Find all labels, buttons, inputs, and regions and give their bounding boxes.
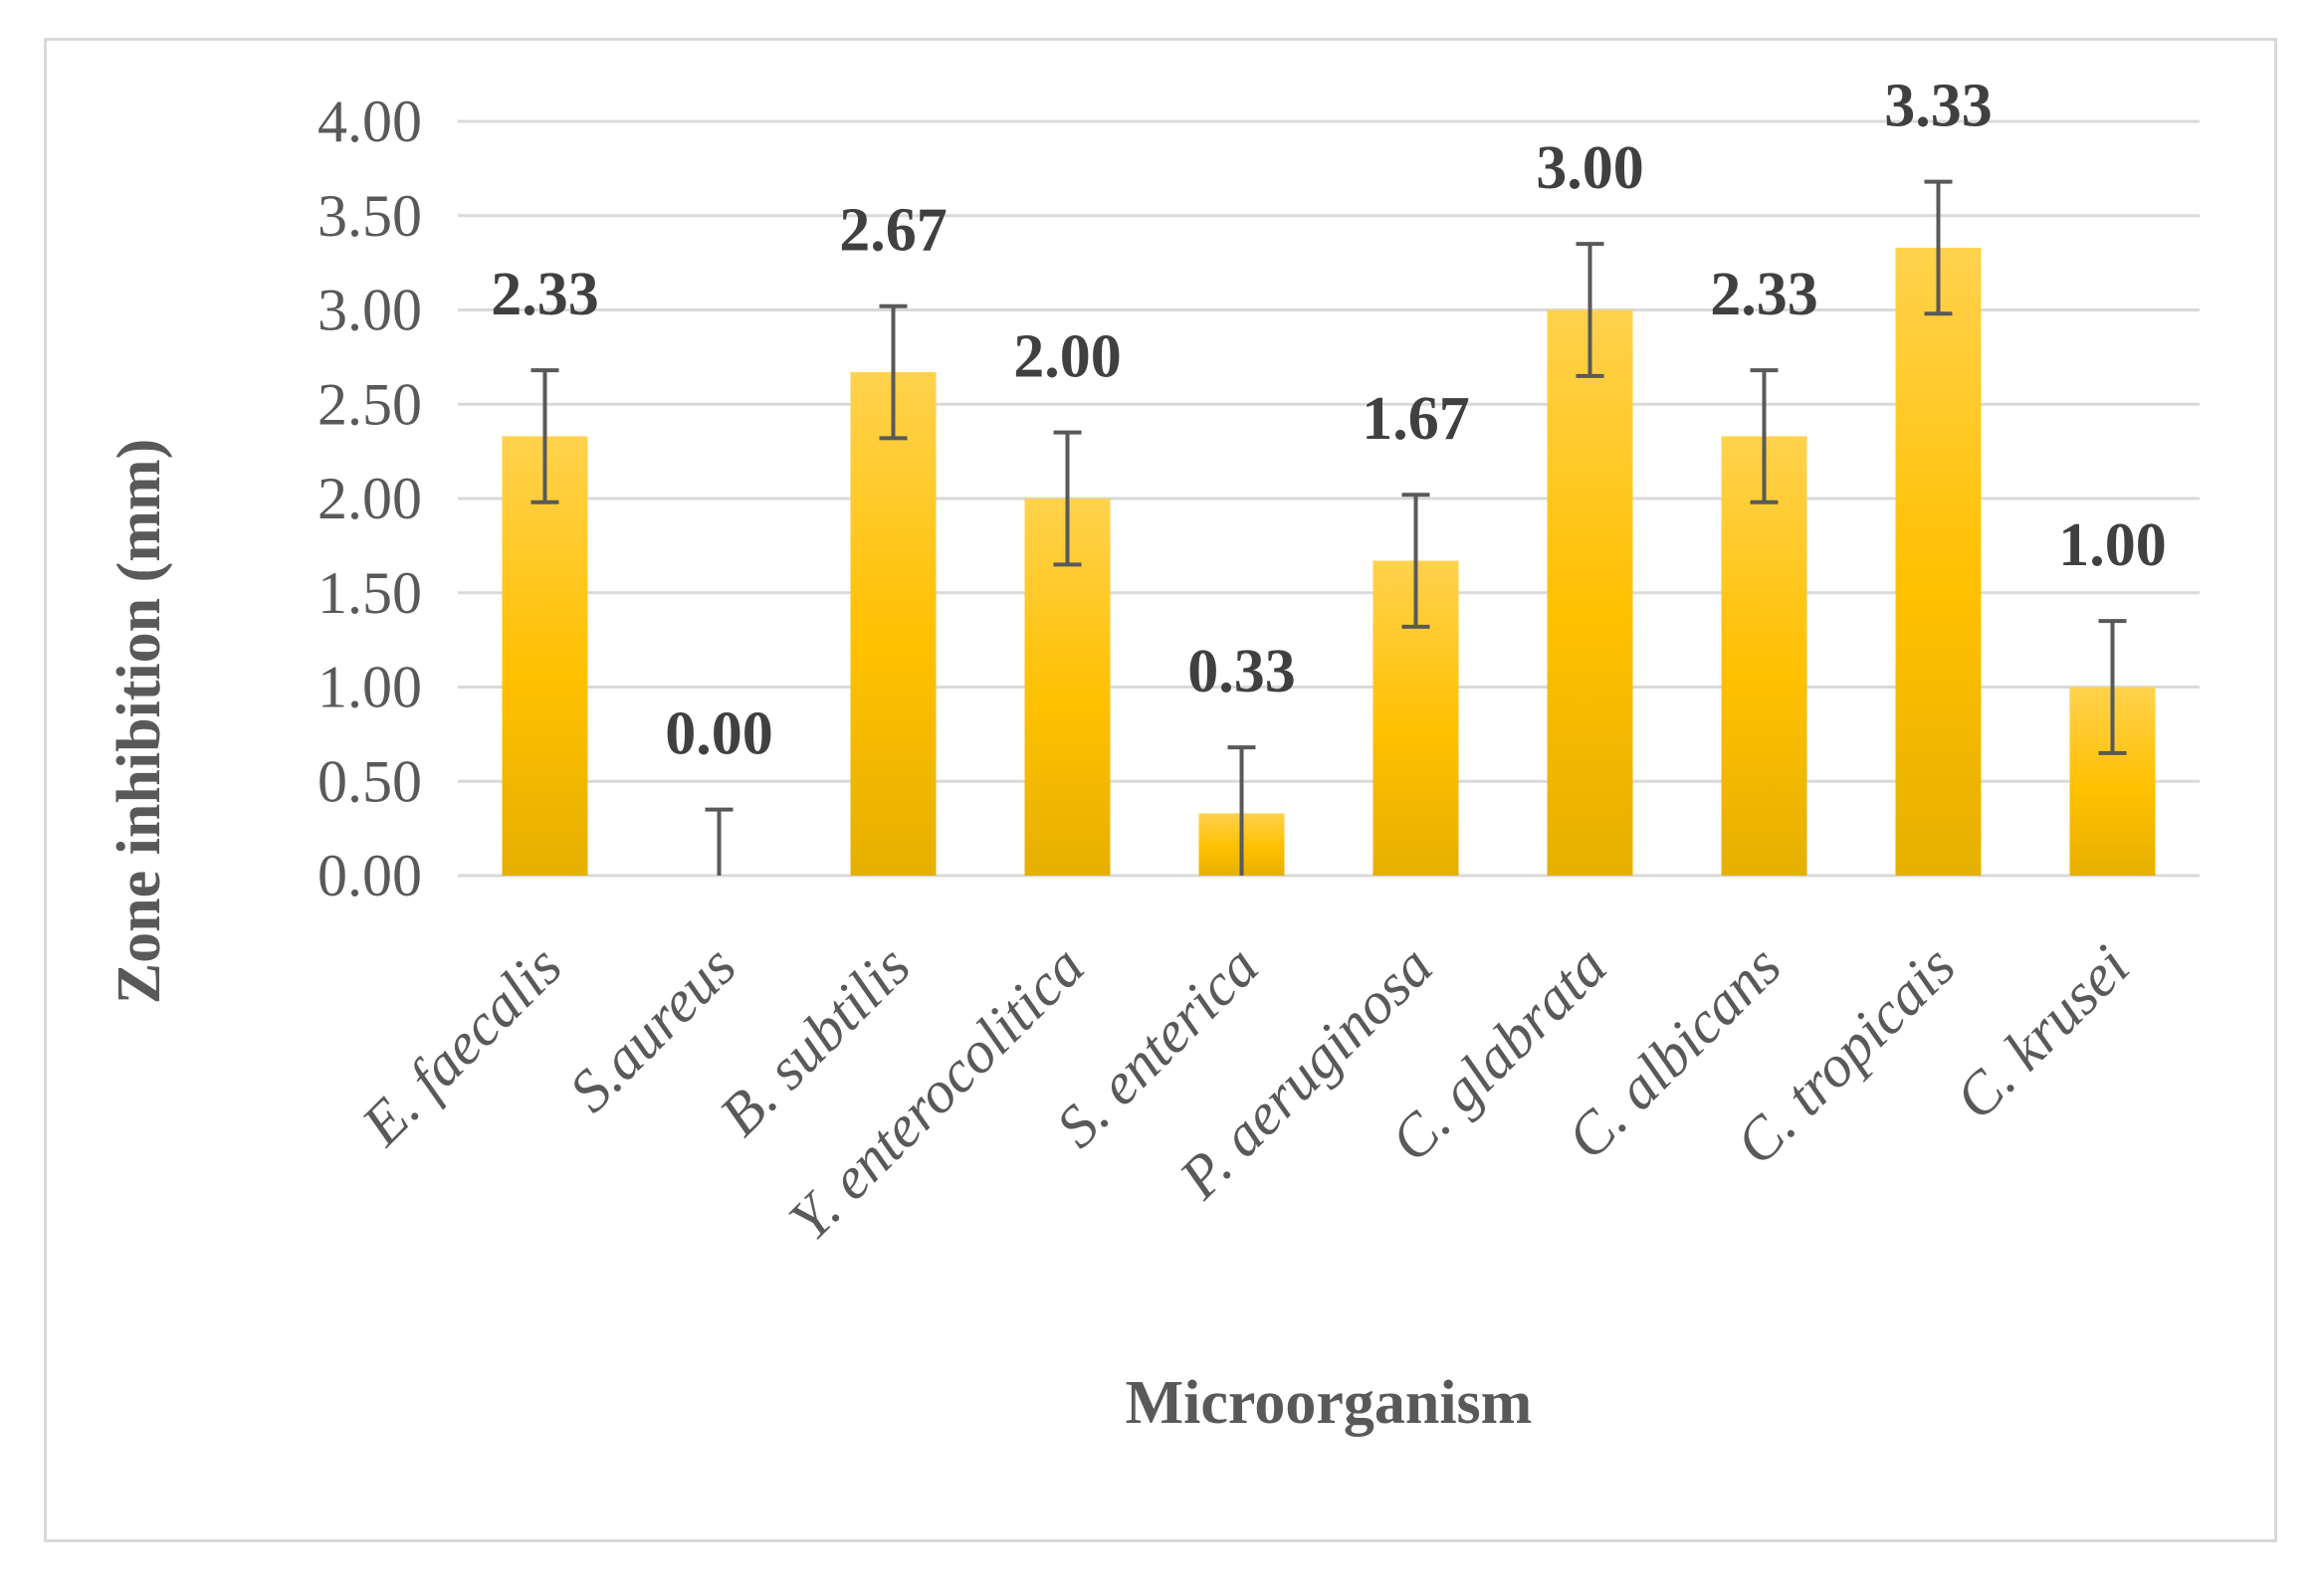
x-tick-label: Y. enterocolitica bbox=[776, 933, 1097, 1254]
error-bars bbox=[530, 179, 2127, 876]
data-label: 1.00 bbox=[2058, 511, 2167, 579]
data-label: 2.67 bbox=[839, 197, 948, 265]
error-bar bbox=[530, 368, 559, 504]
bars bbox=[502, 247, 2156, 877]
error-bar bbox=[1576, 242, 1604, 378]
data-label: 2.33 bbox=[1710, 261, 1818, 328]
data-label: 1.67 bbox=[1362, 385, 1470, 453]
data-label: 2.33 bbox=[491, 261, 599, 328]
y-tick-label: 0.50 bbox=[317, 748, 422, 814]
data-label: 3.33 bbox=[1884, 73, 1993, 140]
y-tick-label: 2.00 bbox=[317, 466, 422, 531]
bar bbox=[1895, 247, 1982, 877]
data-label: 3.00 bbox=[1536, 134, 1644, 202]
y-tick-label: 4.00 bbox=[317, 89, 422, 154]
y-tick-label: 0.00 bbox=[317, 843, 422, 908]
error-bar bbox=[1053, 430, 1082, 567]
y-tick-label: 3.00 bbox=[317, 278, 422, 343]
y-tick-label: 1.00 bbox=[317, 655, 422, 720]
x-tick-label: E. faecalis bbox=[348, 933, 573, 1158]
error-bar bbox=[1924, 179, 1953, 316]
x-tick-label: C. krusei bbox=[1943, 933, 2142, 1132]
data-label: 2.00 bbox=[1013, 323, 1122, 391]
error-bar bbox=[1750, 368, 1779, 504]
error-bar bbox=[2098, 619, 2127, 755]
error-bar bbox=[879, 303, 908, 441]
y-tick-label: 3.50 bbox=[317, 183, 422, 249]
bar bbox=[502, 436, 588, 876]
y-axis-title: Zone inhibition (mm) bbox=[106, 439, 173, 1004]
bar bbox=[850, 372, 937, 876]
bar bbox=[1547, 309, 1633, 876]
y-tick-label: 1.50 bbox=[317, 560, 422, 626]
data-label: 0.33 bbox=[1187, 638, 1296, 705]
x-axis-title: Microorganism bbox=[1126, 1369, 1533, 1437]
error-bar bbox=[1401, 493, 1430, 629]
data-label: 0.00 bbox=[665, 700, 773, 768]
data-labels: 2.33 0.00 2.67 2.00 0.33 1.67 3.00 2.33 3.33 1.00 bbox=[491, 73, 2167, 768]
y-tick-label: 2.50 bbox=[317, 371, 422, 437]
bar bbox=[1721, 436, 1807, 876]
y-axis-ticks: 0.00 0.50 1.00 1.50 2.00 2.50 3.00 3.50 4.00 bbox=[317, 89, 422, 908]
error-bar bbox=[705, 807, 734, 876]
error-bar bbox=[1227, 745, 1256, 876]
